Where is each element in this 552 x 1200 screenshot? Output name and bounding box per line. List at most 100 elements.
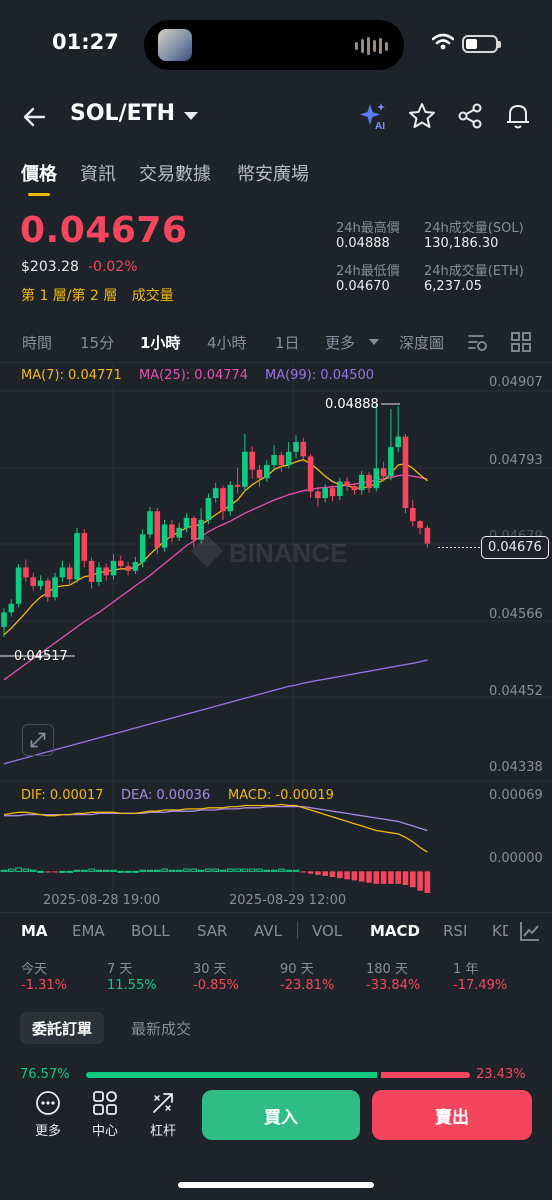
interval-15m[interactable]: 15分	[80, 334, 115, 352]
macd-hist-bar	[132, 870, 139, 873]
share-icon[interactable]	[455, 101, 485, 131]
candle-up	[96, 567, 102, 582]
dif-legend: DIF: 0.00017	[21, 788, 104, 803]
usd-price: $203.28	[21, 259, 79, 275]
center-button[interactable]: 中心	[80, 1090, 130, 1139]
candle-down	[169, 524, 175, 538]
candle-up	[322, 488, 328, 499]
macd-hist-bar	[395, 871, 401, 884]
candle-down	[424, 527, 431, 544]
macd-hist-bar	[212, 868, 219, 872]
indicator-kd[interactable]: KD	[492, 922, 508, 940]
layout-grid-icon[interactable]	[510, 331, 532, 353]
leverage-button[interactable]: 杠杆	[138, 1090, 188, 1139]
sell-button[interactable]: 賣出	[372, 1090, 532, 1140]
ai-sparkle-icon[interactable]: AI	[358, 101, 388, 131]
chevron-down-icon[interactable]	[368, 338, 380, 346]
chevron-down-icon[interactable]	[184, 112, 198, 120]
tab-binance-square[interactable]: 幣安廣場	[237, 164, 309, 185]
candle-down	[249, 451, 255, 470]
candle-down	[351, 486, 358, 491]
dea-line	[4, 805, 428, 832]
macd-hist-bar	[110, 869, 117, 872]
ask-ratio-bar	[381, 1072, 470, 1078]
layer-tag[interactable]: 第 1 層/第 2 層	[21, 288, 118, 304]
macd-hist-bar	[285, 869, 292, 872]
macd-legend: MACD: -0.00019	[228, 788, 334, 803]
indicator-settings-icon[interactable]	[467, 331, 489, 353]
bell-notification-icon[interactable]	[503, 101, 533, 131]
candle-down	[410, 507, 416, 522]
macd-hist-bar	[388, 871, 394, 884]
tab-latest-trades[interactable]: 最新成交	[131, 1020, 192, 1038]
tab-info[interactable]: 資訊	[80, 164, 116, 185]
interval-more[interactable]: 更多	[325, 334, 356, 352]
candle-up	[74, 533, 80, 580]
candle-up	[8, 603, 15, 613]
indicator-avl[interactable]: AVL	[254, 922, 282, 940]
dif-line	[3, 803, 428, 853]
indicator-rsi[interactable]: RSI	[443, 922, 468, 940]
perf-label: 30 天	[193, 962, 227, 977]
expand-chart-icon[interactable]	[22, 724, 54, 756]
tab-order-book[interactable]: 委託訂單	[20, 1012, 105, 1044]
macd-hist-bar	[190, 868, 198, 872]
macd-hist-bar	[8, 868, 15, 872]
price-chart[interactable]: BINANCE	[0, 363, 552, 908]
candle-down	[307, 456, 314, 492]
indicator-sar[interactable]: SAR	[197, 922, 228, 940]
volume-tag[interactable]: 成交量	[131, 288, 174, 304]
price-change-percent: -0.02%	[88, 259, 138, 275]
macd-hist-bar	[315, 871, 321, 875]
macd-hist-bar	[183, 868, 190, 872]
macd-hist-bar	[154, 869, 161, 872]
star-favorite-icon[interactable]	[407, 101, 437, 131]
price-axis-label: 0.04338	[489, 760, 543, 775]
tab-price[interactable]: 價格	[21, 164, 57, 185]
candle-up	[205, 498, 212, 520]
ma99-legend: MA(99): 0.04500	[265, 368, 375, 383]
svg-text:BINANCE: BINANCE	[229, 538, 347, 568]
candle-down	[256, 469, 263, 479]
macd-hist-bar	[300, 871, 307, 873]
more-button[interactable]: 更多	[23, 1090, 73, 1139]
perf-value: -0.85%	[193, 978, 239, 993]
indicator-ma[interactable]: MA	[21, 922, 48, 940]
candle-down	[366, 474, 372, 489]
buy-button[interactable]: 買入	[202, 1090, 360, 1140]
tab-trading-data[interactable]: 交易數據	[139, 164, 211, 185]
ma25-line	[3, 474, 428, 681]
indicator-boll[interactable]: BOLL	[131, 922, 170, 940]
macd-hist-bar	[234, 868, 241, 872]
depth-chart-tab[interactable]: 深度圖	[399, 334, 445, 352]
back-arrow-icon[interactable]	[20, 102, 50, 132]
time-axis-label: 2025-08-28 19:00	[43, 893, 161, 908]
indicator-macd[interactable]: MACD	[370, 922, 420, 940]
candle-up	[395, 436, 401, 448]
trading-pair-title[interactable]: SOL/ETH	[70, 101, 176, 126]
macd-hist-bar	[263, 869, 271, 872]
macd-hist-bar	[329, 871, 336, 878]
interval-time[interactable]: 時間	[22, 334, 53, 352]
indicator-vol[interactable]: VOL	[312, 922, 343, 940]
high-marker-label: 0.04888	[325, 397, 379, 412]
interval-1d[interactable]: 1日	[275, 334, 300, 352]
candle-up	[161, 524, 168, 548]
macd-hist-bar	[37, 870, 44, 873]
more-dots-icon	[36, 1091, 60, 1115]
candle-up	[147, 511, 153, 535]
perf-value: -23.81%	[280, 978, 335, 993]
candle-down	[118, 560, 124, 567]
perf-value: -1.31%	[21, 978, 67, 993]
perf-label: 90 天	[280, 962, 314, 977]
macd-hist-bar	[351, 871, 358, 881]
indicator-ema[interactable]: EMA	[72, 922, 105, 940]
macd-hist-bar	[337, 871, 343, 879]
interval-4h[interactable]: 4小時	[207, 334, 247, 352]
interval-1h[interactable]: 1小時	[140, 334, 181, 352]
candle-up	[132, 562, 139, 571]
high-24h-label: 24h最高價	[336, 221, 400, 236]
bid-ratio: 76.57%	[20, 1067, 70, 1082]
chart-indicator-icon[interactable]	[519, 920, 541, 942]
candle-down	[191, 517, 197, 540]
